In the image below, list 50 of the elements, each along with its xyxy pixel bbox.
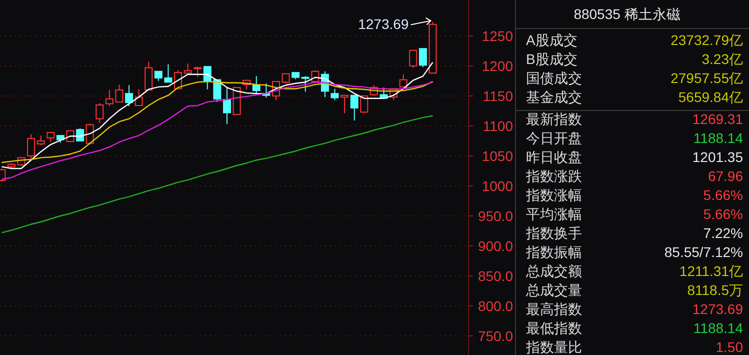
category-label: 指数涨跌	[525, 168, 582, 184]
category-label: 基金成交	[526, 89, 582, 105]
category-label: 今日开盘	[526, 130, 582, 146]
y-tick-label: 1050	[482, 148, 514, 164]
line-series	[1, 115, 434, 234]
category-label: 指数换手	[525, 225, 582, 241]
text: 8118.5万	[687, 282, 743, 298]
category-label: 昨日收盘	[526, 149, 582, 165]
category-label: 总成交额	[525, 263, 582, 279]
category-label: B股成交	[526, 51, 578, 67]
y-tick-label: 1100	[482, 118, 514, 134]
text: 1188.14	[693, 130, 743, 146]
y-tick-label: 1250	[482, 28, 514, 44]
category-label: 指数量比	[525, 339, 582, 355]
y-tick-label: 1200	[482, 58, 514, 74]
text: 1211.31亿	[679, 263, 743, 279]
category-label: A股成交	[526, 32, 578, 48]
category-label: 平均涨幅	[526, 206, 582, 222]
text: 1188.14	[693, 320, 743, 336]
y-tick-label: 900.0	[478, 238, 514, 254]
text: 1273.69	[692, 301, 743, 317]
y-tick-label: 950.0	[478, 208, 514, 224]
category-label: 国债成交	[526, 70, 582, 86]
line-series	[1, 62, 434, 170]
y-tick-label: 750.0	[478, 328, 514, 344]
annotation: 1273.69	[358, 16, 409, 32]
category-label: 指数振幅	[525, 244, 582, 260]
text: 880535 稀土永磁	[574, 6, 680, 22]
y-tick-label: 800.0	[478, 298, 514, 314]
y-tick-label: 1000	[482, 178, 514, 194]
text: 85.55/7.12%	[664, 244, 743, 260]
text: 27957.55亿	[670, 70, 743, 86]
text: 1269.31	[692, 111, 743, 127]
category-label: 最新指数	[526, 111, 582, 127]
candlestick	[222, 86, 231, 125]
text: 7.22%	[703, 225, 743, 241]
category-label: 指数涨幅	[525, 187, 582, 203]
category-label: 最低指数	[526, 320, 582, 336]
category-label: 最高指数	[526, 301, 582, 317]
y-tick-label: 1150	[482, 88, 514, 104]
category-label: 总成交量	[525, 282, 582, 298]
text: 3.23亿	[702, 51, 743, 67]
text: 5.66%	[703, 206, 743, 222]
text: 1.50	[716, 339, 743, 355]
y-tick-label: 850.0	[478, 268, 514, 284]
text: 1201.35	[692, 149, 743, 165]
text: 23732.79亿	[670, 32, 743, 48]
text: 5.66%	[703, 187, 743, 203]
text: 5659.84亿	[678, 89, 743, 105]
text: 67.96	[708, 168, 743, 184]
